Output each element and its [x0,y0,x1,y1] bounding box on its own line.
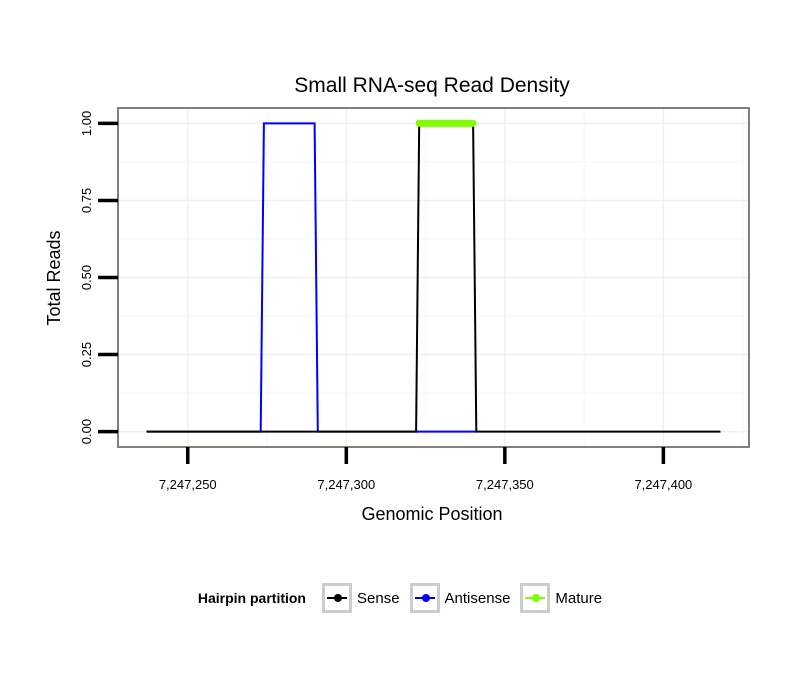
x-tick-label: 7,247,350 [476,477,534,492]
legend-title: Hairpin partition [197,590,306,606]
legend-label-mature: Mature [555,589,603,607]
legend: Hairpin partition Sense Antisense Mature [0,580,810,616]
y-tick-label: 0.25 [79,342,94,367]
legend-item-mature: Mature [520,583,606,613]
legend-key-sense [322,583,352,613]
legend-item-sense: Sense [322,583,404,613]
grid [118,108,749,447]
x-tick-label: 7,247,400 [634,477,692,492]
y-tick-label: 0.50 [79,265,94,290]
y-tick-label: 1.00 [79,111,94,136]
chart-title: Small RNA-seq Read Density [294,74,570,97]
legend-key-antisense [409,583,440,613]
series-layer [146,119,721,433]
y-tick-label: 0.75 [79,188,94,213]
y-axis-label: Total Reads [44,230,64,325]
legend-key-mature [520,583,551,613]
x-tick-label: 7,247,300 [317,477,375,492]
y-tick-label: 0.00 [79,419,94,444]
x-axis-label: Genomic Position [361,504,502,524]
legend-label-antisense: Antisense [444,589,511,607]
axes: 7,247,250 7,247,300 7,247,350 7,247,400 0.00… [79,111,692,492]
x-tick-label: 7,247,250 [159,477,217,492]
legend-item-antisense: Antisense [409,583,515,613]
legend-label-sense: Sense [357,589,400,607]
